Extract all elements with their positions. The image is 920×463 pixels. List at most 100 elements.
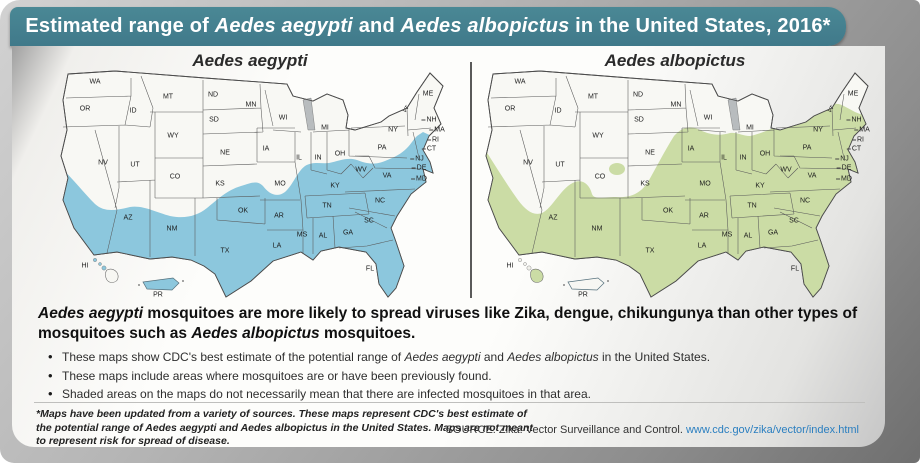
state-label-ny: NY [388, 126, 398, 134]
state-label-ut: UT [555, 161, 565, 169]
us-outline-stroke [60, 70, 444, 298]
state-label-md: MD [411, 176, 427, 183]
state-label-ms: MS [296, 231, 308, 239]
state-label-nv: NV [98, 159, 108, 167]
lake-michigan [727, 97, 741, 131]
state-label-ky: KY [330, 182, 340, 190]
state-label-nd: ND [207, 91, 219, 99]
map-aedes-albopictus: WA OR ID MT WY ND SD NE KS OK TX NV UT CO AZ NM MN IA MO AR… [480, 70, 870, 300]
state-label-wa: WA [89, 78, 101, 86]
state-label-nd: ND [632, 91, 644, 99]
state-label-pa: PA [377, 144, 387, 152]
state-label-id: ID [129, 107, 137, 115]
state-label-id: ID [554, 107, 562, 115]
bullet-item-1: These maps show CDC's best estimate of t… [46, 349, 866, 366]
map-title-albopictus: Aedes albopictus [604, 51, 746, 70]
state-label-co: CO [169, 173, 181, 181]
text-segment: These maps show CDC's best estimate of t… [62, 350, 405, 364]
state-label-me: ME [422, 90, 434, 98]
bullet-item-3: Shaded areas on the maps do not necessar… [46, 386, 866, 403]
species-name: Aedes aegypti [38, 305, 144, 322]
state-label-tx: TX [645, 247, 655, 255]
puerto-rico-inset [563, 277, 609, 291]
state-label-tn: TN [322, 202, 332, 210]
state-label-il: IL [721, 154, 727, 162]
state-label-la: LA [272, 242, 282, 250]
source-label: SOURCE: Zika: Vector Surveillance and Co… [445, 424, 686, 436]
state-label-nh: NH [421, 117, 436, 124]
text-segment: Estimated range of [25, 15, 215, 37]
text-segment: Shaded areas on the maps do not necessar… [62, 387, 591, 402]
bullet-item-2: These maps include areas where mosquitoe… [46, 368, 866, 385]
state-label-wv: WV [355, 166, 367, 174]
state-label-in: IN [739, 154, 747, 162]
state-label-fl: FL [790, 265, 800, 273]
state-label-ks: KS [215, 180, 225, 188]
state-label-ia: IA [687, 145, 695, 153]
state-label-ar: AR [274, 212, 284, 220]
state-label-nm: NM [591, 225, 603, 233]
state-label-la: LA [697, 242, 707, 250]
state-label-ri: RI [852, 137, 864, 144]
state-label-ct: CT [847, 145, 861, 152]
lake-michigan [302, 97, 316, 131]
state-label-oh: OH [759, 150, 771, 158]
state-label-ar: AR [699, 212, 709, 220]
footnote-divider [34, 402, 865, 403]
state-label-wi: WI [278, 114, 288, 122]
species-name: Aedes albopictus [400, 15, 570, 37]
state-label-pr: PR [578, 291, 588, 299]
state-label-md: MD [836, 176, 852, 183]
state-label-mo: MO [699, 180, 711, 188]
us-outline-stroke [485, 70, 869, 298]
us-map-svg [485, 70, 869, 298]
state-label-ms: MS [721, 231, 733, 239]
species-name: Aedes albopictus [191, 324, 320, 342]
state-label-ga: GA [342, 229, 354, 237]
state-label-mt: MT [587, 93, 599, 101]
source-line: SOURCE: Zika: Vector Surveillance and Co… [446, 424, 859, 436]
state-label-wa: WA [514, 78, 526, 86]
state-label-az: AZ [123, 214, 133, 222]
state-label-fl: FL [365, 265, 375, 273]
state-label-ut: UT [130, 161, 140, 169]
state-label-nv: NV [523, 159, 533, 167]
source-link[interactable]: www.cdc.gov/zika/vector/index.html [685, 424, 859, 436]
state-label-hi: HI [81, 262, 89, 270]
state-label-mt: MT [162, 93, 174, 101]
state-label-pr: PR [153, 291, 163, 299]
state-label-ny: NY [813, 126, 823, 134]
state-label-az: AZ [548, 214, 558, 222]
map-divider [470, 62, 472, 298]
state-label-mn: MN [245, 101, 257, 109]
state-label-ri: RI [427, 137, 439, 144]
text-segment: and [352, 15, 401, 37]
state-label-va: VA [807, 172, 817, 180]
state-borders [62, 75, 432, 257]
state-label-nm: NM [166, 225, 178, 233]
state-label-ga: GA [767, 229, 779, 237]
state-label-wy: WY [167, 132, 179, 140]
state-label-me: ME [847, 90, 859, 98]
state-label-nj: NJ [835, 156, 849, 163]
state-label-nc: NC [799, 197, 811, 205]
footnote: *Maps have been updated from a variety o… [36, 408, 533, 448]
state-label-mi: MI [321, 124, 329, 132]
state-label-de: DE [837, 165, 852, 172]
state-label-or: OR [79, 105, 91, 113]
state-label-mi: MI [746, 124, 754, 132]
text-segment: in the United States, 2016* [569, 15, 831, 37]
state-label-wi: WI [703, 114, 713, 122]
state-label-wy: WY [592, 132, 604, 140]
state-label-hi: HI [506, 262, 514, 270]
isolated-range-spot-colorado [609, 163, 625, 175]
text-segment: mosquitoes. [319, 324, 416, 342]
state-label-ct: CT [422, 145, 436, 152]
state-label-ma: MA [429, 127, 445, 134]
state-label-ok: OK [237, 207, 249, 215]
state-label-ks: KS [640, 180, 650, 188]
state-label-mn: MN [670, 101, 682, 109]
text-segment: and [480, 350, 508, 364]
state-label-co: CO [594, 173, 606, 181]
